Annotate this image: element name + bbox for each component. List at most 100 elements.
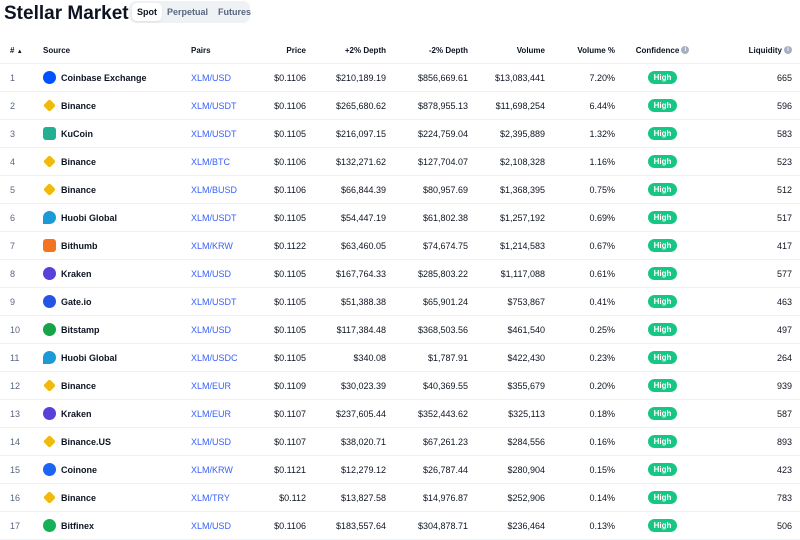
table-row[interactable]: 11 Huobi Global XLM/USDC $0.1105 $340.08 $1,7…	[0, 343, 800, 372]
volume-pct-cell: 0.16%	[545, 427, 615, 456]
source-cell[interactable]: Binance	[43, 175, 191, 204]
source-cell[interactable]: Bitfinex	[43, 511, 191, 540]
source-cell[interactable]: Binance	[43, 371, 191, 400]
pair-link[interactable]: XLM/USDT	[191, 212, 237, 223]
source-cell[interactable]: Binance	[43, 147, 191, 176]
pair-link[interactable]: XLM/BUSD	[191, 184, 238, 195]
exchange-name[interactable]: Binance	[61, 100, 97, 111]
source-cell[interactable]: Binance.US	[43, 427, 191, 456]
exchange-name[interactable]: Huobi Global	[61, 212, 117, 223]
exchange-name[interactable]: Binance	[61, 380, 97, 391]
header-volume[interactable]: Volume	[468, 37, 545, 64]
table-row[interactable]: 13 Kraken XLM/EUR $0.1107 $237,605.44 $352,44…	[0, 399, 800, 428]
table-row[interactable]: 14 Binance.US XLM/USD $0.1107 $38,020.71 $67,…	[0, 427, 800, 456]
pair-link[interactable]: XLM/USDC	[191, 352, 238, 363]
source-cell[interactable]: Coinone	[43, 455, 191, 484]
header-minus-depth[interactable]: -2% Depth	[386, 37, 468, 64]
exchange-name[interactable]: KuCoin	[61, 128, 93, 139]
price-cell: $0.112	[264, 483, 306, 512]
pair-link[interactable]: XLM/USD	[191, 268, 232, 279]
table-row[interactable]: 7 Bithumb XLM/KRW $0.1122 $63,460.05 $74,674.…	[0, 231, 800, 260]
table-row[interactable]: 16 Binance XLM/TRY $0.112 $13,827.58 $14,976.…	[0, 483, 800, 512]
table-row[interactable]: 17 Bitfinex XLM/USD $0.1106 $183,557.64 $304,…	[0, 511, 800, 540]
pair-link[interactable]: XLM/USD	[191, 436, 232, 447]
source-cell[interactable]: Coinbase Exchange	[43, 63, 191, 92]
header-volume-pct[interactable]: Volume %	[545, 37, 615, 64]
tab-futures[interactable]: Futures	[218, 7, 252, 17]
table-row[interactable]: 3 KuCoin XLM/USDT $0.1105 $216,097.15 $224,75…	[0, 119, 800, 148]
rank-cell: 7	[0, 231, 43, 260]
pair-link[interactable]: XLM/KRW	[191, 240, 233, 251]
table-row[interactable]: 15 Coinone XLM/KRW $0.1121 $12,279.12 $26,787…	[0, 455, 800, 484]
table-row[interactable]: 12 Binance XLM/EUR $0.1109 $30,023.39 $40,369…	[0, 371, 800, 400]
rank-cell: 16	[0, 483, 43, 512]
header-price[interactable]: Price	[264, 37, 306, 64]
source-cell[interactable]: Gate.io	[43, 287, 191, 316]
pair-link[interactable]: XLM/USDT	[191, 100, 237, 111]
pair-link[interactable]: XLM/USD	[191, 72, 232, 83]
pair-cell: XLM/USD	[191, 427, 264, 456]
tab-perpetual[interactable]: Perpetual	[167, 7, 209, 17]
source-cell[interactable]: Huobi Global	[43, 203, 191, 232]
exchange-name[interactable]: Binance	[61, 492, 97, 503]
source-cell[interactable]: Kraken	[43, 399, 191, 428]
exchange-name[interactable]: Binance.US	[61, 436, 112, 447]
pair-link[interactable]: XLM/EUR	[191, 380, 232, 391]
pair-cell: XLM/KRW	[191, 455, 264, 484]
table-row[interactable]: 10 Bitstamp XLM/USD $0.1105 $117,384.48 $368,…	[0, 315, 800, 344]
header-pairs[interactable]: Pairs	[191, 37, 264, 64]
tab-spot[interactable]: Spot	[132, 3, 162, 21]
confidence-badge: High	[647, 267, 678, 280]
table-row[interactable]: 1 Coinbase Exchange XLM/USD $0.1106 $210,189…	[0, 63, 800, 92]
info-icon[interactable]: i	[681, 46, 690, 55]
exchange-name[interactable]: Coinone	[61, 464, 97, 475]
table-row[interactable]: 6 Huobi Global XLM/USDT $0.1105 $54,447.19 $6…	[0, 203, 800, 232]
source-cell[interactable]: Kraken	[43, 259, 191, 288]
header-rank[interactable]: # ▲	[0, 37, 43, 64]
pair-cell: XLM/USDT	[191, 203, 264, 232]
exchange-name[interactable]: Binance	[61, 156, 97, 167]
header-source[interactable]: Source	[43, 37, 191, 64]
exchange-name[interactable]: Kraken	[61, 408, 92, 419]
plus-depth-cell: $183,557.64	[306, 511, 386, 540]
markets-table: # ▲ Source Pairs Price +2% Depth -2% Dep…	[0, 37, 800, 540]
pair-link[interactable]: XLM/EUR	[191, 408, 232, 419]
pair-link[interactable]: XLM/USDT	[191, 128, 237, 139]
source-cell[interactable]: Bitstamp	[43, 315, 191, 344]
header-plus-depth[interactable]: +2% Depth	[306, 37, 386, 64]
confidence-badge: High	[647, 463, 678, 476]
exchange-name[interactable]: Gate.io	[61, 296, 92, 307]
exchange-name[interactable]: Bithumb	[61, 240, 98, 251]
coinone-icon	[43, 463, 56, 476]
header-confidence[interactable]: Confidence i	[615, 37, 710, 64]
source-cell[interactable]: Huobi Global	[43, 343, 191, 372]
pair-link[interactable]: XLM/BTC	[191, 156, 231, 167]
exchange-name[interactable]: Bitfinex	[61, 520, 95, 531]
minus-depth-cell: $224,759.04	[386, 119, 468, 148]
exchange-name[interactable]: Kraken	[61, 268, 92, 279]
source-cell[interactable]: Bithumb	[43, 231, 191, 260]
pair-link[interactable]: XLM/USD	[191, 520, 232, 531]
info-icon[interactable]: i	[784, 46, 792, 55]
liquidity-cell: 423	[710, 455, 800, 484]
table-row[interactable]: 2 Binance XLM/USDT $0.1106 $265,680.62 $878,9…	[0, 91, 800, 120]
table-row[interactable]: 9 Gate.io XLM/USDT $0.1105 $51,388.38 $65,901…	[0, 287, 800, 316]
table-row[interactable]: 4 Binance XLM/BTC $0.1106 $132,271.62 $127,70…	[0, 147, 800, 176]
source-cell[interactable]: Binance	[43, 91, 191, 120]
table-row[interactable]: 5 Binance XLM/BUSD $0.1106 $66,844.39 $80,957…	[0, 175, 800, 204]
pair-link[interactable]: XLM/USD	[191, 324, 232, 335]
header-liquidity[interactable]: Liquidity i	[710, 37, 800, 64]
source-cell[interactable]: KuCoin	[43, 119, 191, 148]
source-cell[interactable]: Binance	[43, 483, 191, 512]
table-row[interactable]: 8 Kraken XLM/USD $0.1105 $167,764.33 $285,803…	[0, 259, 800, 288]
exchange-name[interactable]: Binance	[61, 184, 97, 195]
pair-link[interactable]: XLM/TRY	[191, 492, 230, 503]
exchange-name[interactable]: Bitstamp	[61, 324, 100, 335]
pair-link[interactable]: XLM/KRW	[191, 464, 233, 475]
exchange-name[interactable]: Coinbase Exchange	[61, 72, 147, 83]
exchange-name[interactable]: Huobi Global	[61, 352, 117, 363]
pair-link[interactable]: XLM/USDT	[191, 296, 237, 307]
price-cell: $0.1105	[264, 119, 306, 148]
pair-cell: XLM/KRW	[191, 231, 264, 260]
confidence-badge: High	[647, 407, 678, 420]
